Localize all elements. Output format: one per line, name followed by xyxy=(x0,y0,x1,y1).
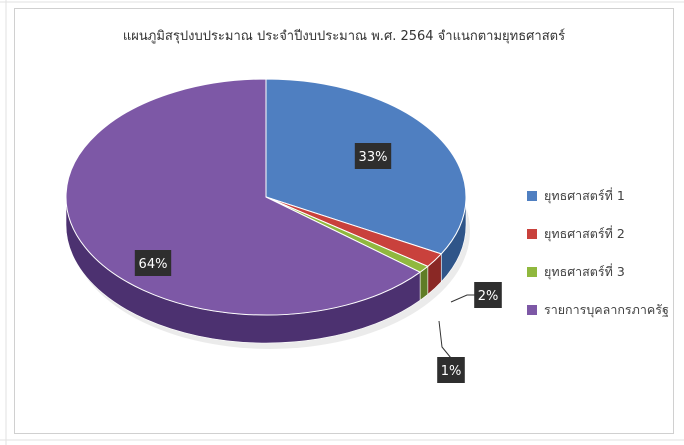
legend-item: ยุทธศาสตร์ที่ 2 xyxy=(527,215,669,253)
data-label: 33% xyxy=(359,150,388,165)
legend-label: ยุทธศาสตร์ที่ 2 xyxy=(544,226,625,241)
legend-swatch xyxy=(527,229,537,239)
data-label: 1% xyxy=(441,364,462,379)
legend-swatch xyxy=(527,267,537,277)
legend-swatch xyxy=(527,191,537,201)
data-label-box xyxy=(134,250,172,276)
legend-label: ยุทธศาสตร์ที่ 1 xyxy=(544,188,625,203)
pie-chart: 33% 2% 1% 64% xyxy=(65,78,502,383)
legend-label: รายการบุคลากรภาครัฐ xyxy=(544,302,669,317)
data-label-box xyxy=(474,282,502,308)
data-label-leader-line xyxy=(438,320,452,359)
chart-area[interactable]: แผนภูมิสรุปงบประมาณ ประจำปีงบประมาณ พ.ศ.… xyxy=(14,8,674,434)
data-label: 2% xyxy=(478,289,499,304)
legend-item: รายการบุคลากรภาครัฐ xyxy=(527,291,669,329)
data-label-box xyxy=(354,143,392,169)
legend-swatch xyxy=(527,305,537,315)
data-label: 64% xyxy=(139,257,168,272)
data-label-box xyxy=(437,357,465,383)
chart-legend: ยุทธศาสตร์ที่ 1 ยุทธศาสตร์ที่ 2 ยุทธศาสตร์… xyxy=(527,177,669,329)
legend-item: ยุทธศาสตร์ที่ 3 xyxy=(527,253,669,291)
legend-item: ยุทธศาสตร์ที่ 1 xyxy=(527,177,669,215)
legend-label: ยุทธศาสตร์ที่ 3 xyxy=(544,264,625,279)
chart-title: แผนภูมิสรุปงบประมาณ ประจำปีงบประมาณ พ.ศ.… xyxy=(122,29,566,44)
